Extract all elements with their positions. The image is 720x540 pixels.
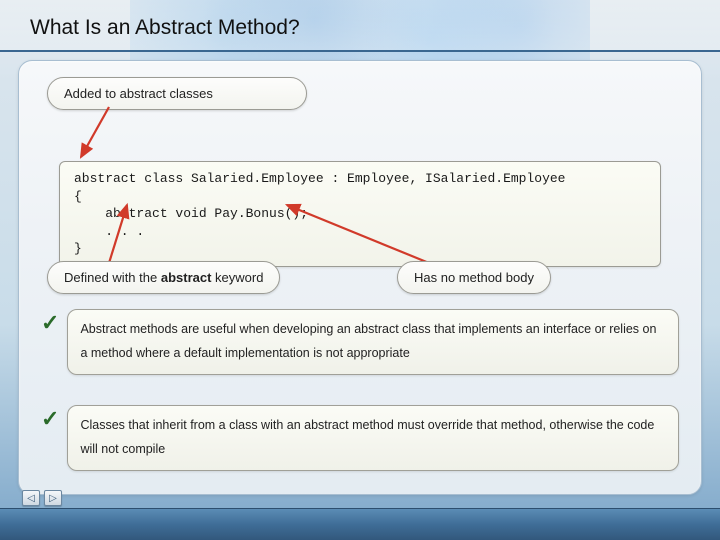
bullet-row-1: ✓ Abstract methods are useful when devel… xyxy=(41,309,679,375)
prev-button[interactable]: ◁ xyxy=(22,490,40,506)
callout-left-pre: Defined with the xyxy=(64,270,161,285)
bullet-row-2: ✓ Classes that inherit from a class with… xyxy=(41,405,679,471)
nav-arrows: ◁ ▷ xyxy=(22,490,62,506)
code-block: abstract class Salaried.Employee : Emplo… xyxy=(59,161,661,267)
callout-left-post: keyword xyxy=(211,270,263,285)
arrow-top xyxy=(69,105,139,165)
callout-defined-abstract: Defined with the abstract keyword xyxy=(47,261,280,294)
next-button[interactable]: ▷ xyxy=(44,490,62,506)
check-icon: ✓ xyxy=(41,312,59,334)
bullet-box-1: Abstract methods are useful when develop… xyxy=(67,309,679,375)
callout-added-to-abstract: Added to abstract classes xyxy=(47,77,307,110)
callout-no-body: Has no method body xyxy=(397,261,551,294)
main-panel: Added to abstract classes abstract class… xyxy=(18,60,702,495)
callout-left-bold: abstract xyxy=(161,270,212,285)
check-icon: ✓ xyxy=(41,408,59,430)
footer-bar xyxy=(0,508,720,540)
page-title: What Is an Abstract Method? xyxy=(0,0,720,52)
bullet-box-2: Classes that inherit from a class with a… xyxy=(67,405,679,471)
